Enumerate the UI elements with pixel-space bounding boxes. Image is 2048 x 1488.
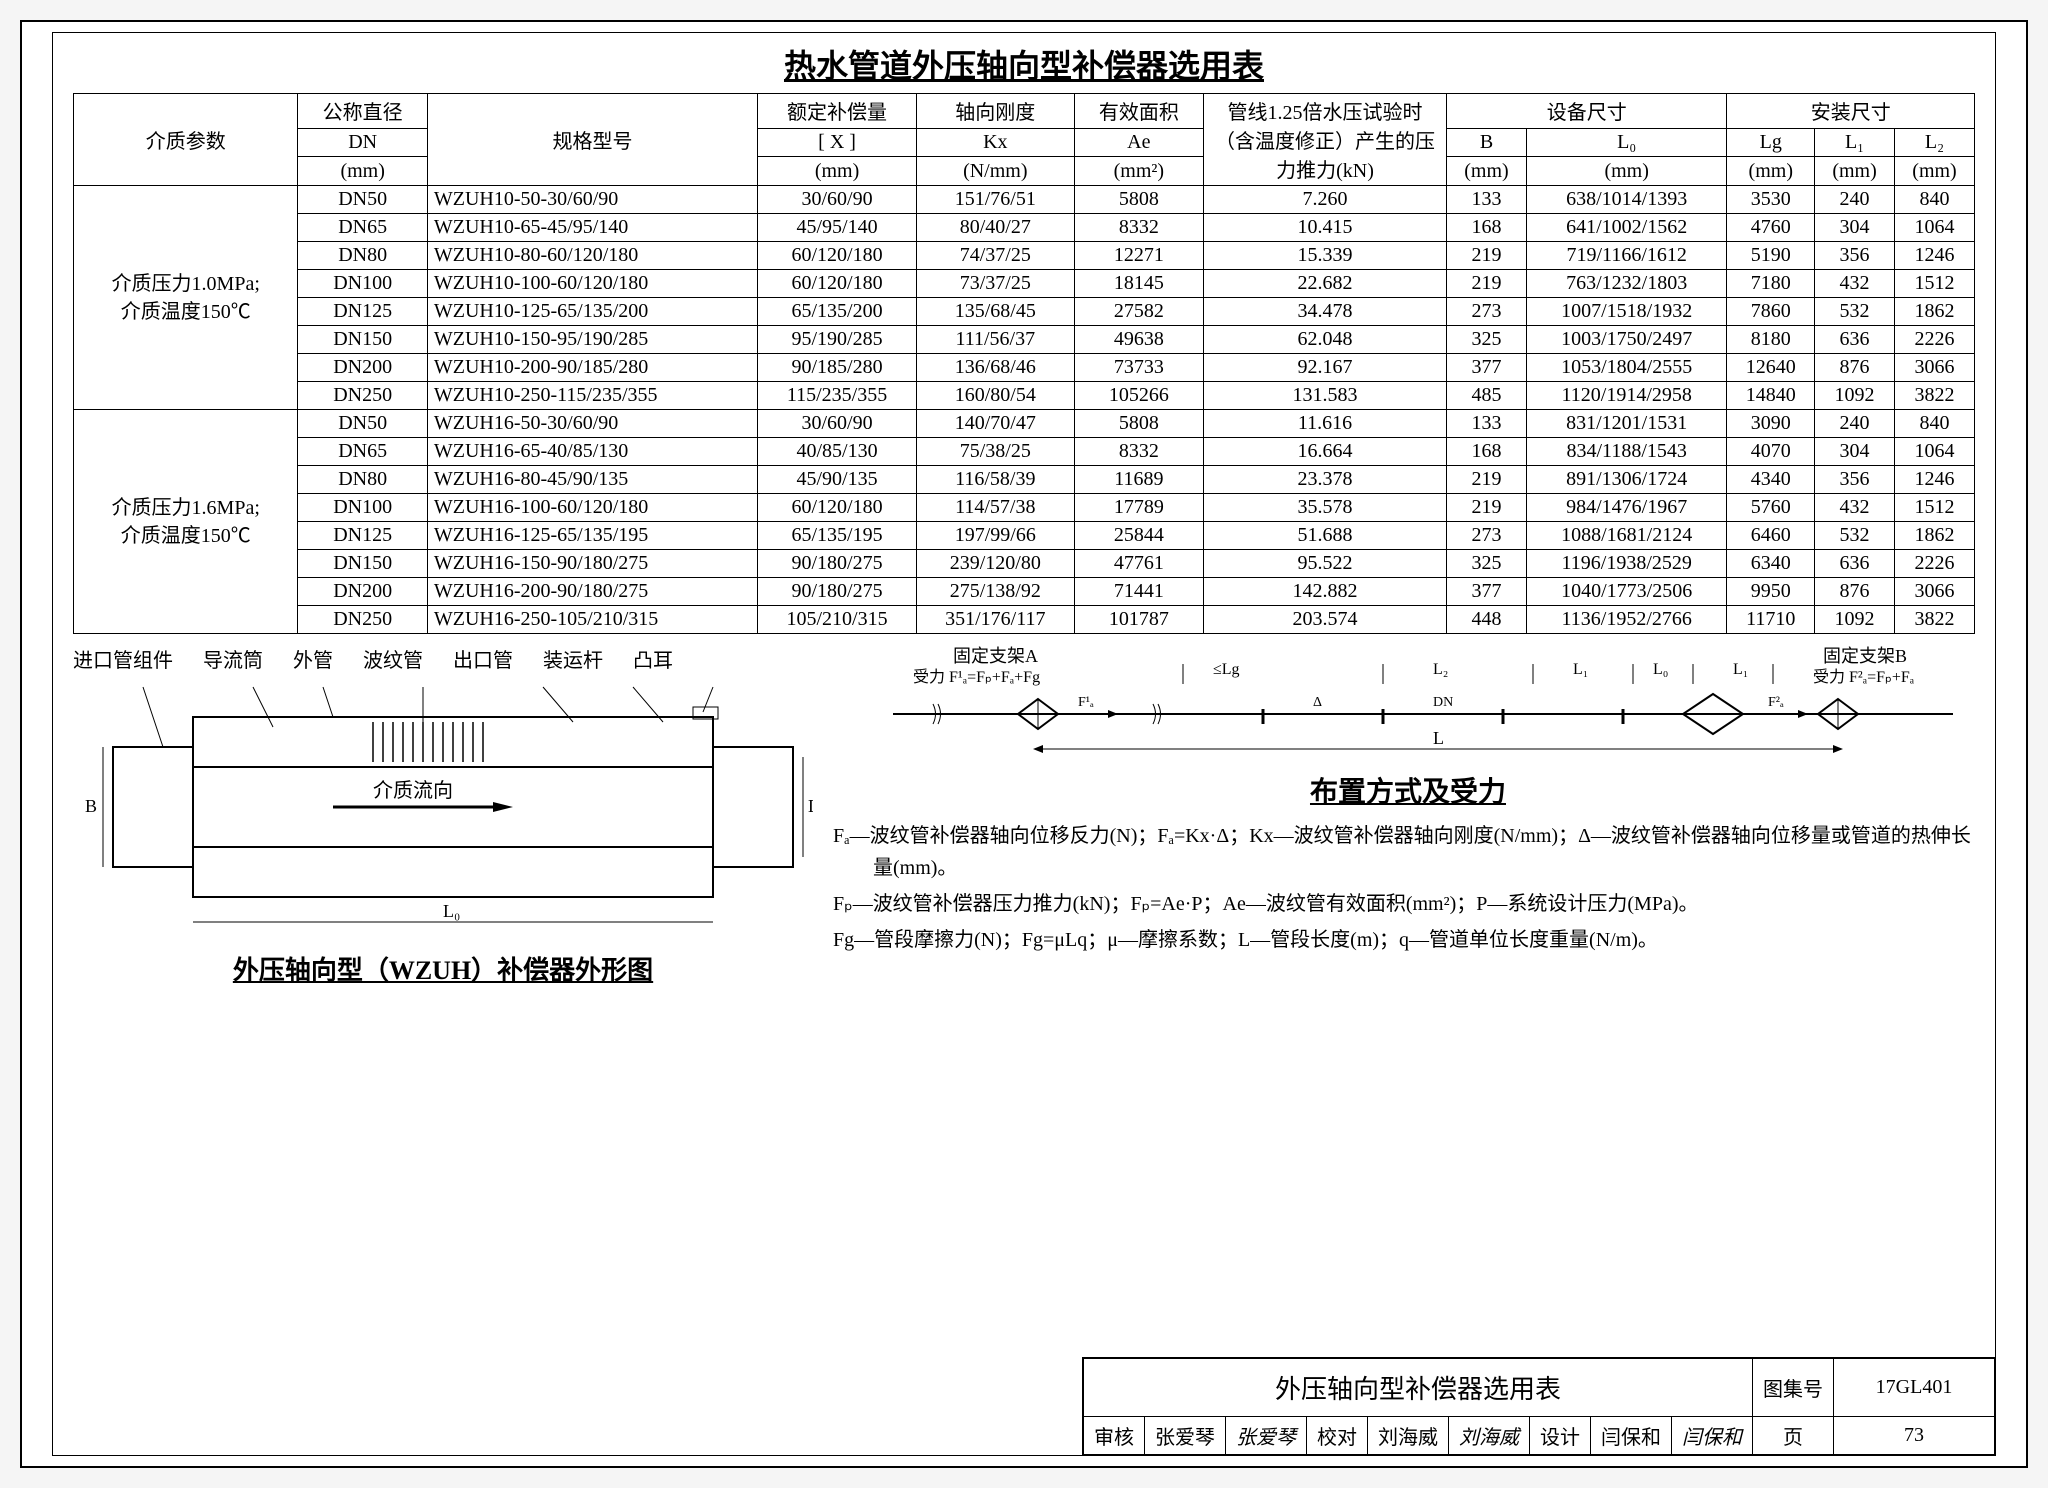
svg-text:F²ₐ: F²ₐ bbox=[1768, 695, 1784, 710]
svg-text:F¹ₐ: F¹ₐ bbox=[1078, 695, 1094, 710]
table-row: DN250WZUH16-250-105/210/315105/210/31535… bbox=[74, 606, 1975, 634]
group-label: 介质压力1.6MPa;介质温度150℃ bbox=[74, 410, 298, 634]
note-2: Fₚ—波纹管补偿器压力推力(kN)；Fₚ=Ae·P；Ae—波纹管有效面积(mm²… bbox=[833, 888, 1983, 920]
svg-text:L₁: L₁ bbox=[1733, 661, 1748, 678]
compensator-svg: 介质流向 B DN L₀ bbox=[73, 677, 813, 937]
table-row: DN80WZUH16-80-45/90/13545/90/135116/58/3… bbox=[74, 466, 1975, 494]
svg-text:DN: DN bbox=[808, 796, 813, 816]
table-row: 介质压力1.6MPa;介质温度150℃DN50WZUH16-50-30/60/9… bbox=[74, 410, 1975, 438]
set-label: 图集号 bbox=[1753, 1359, 1834, 1417]
table-row: DN125WZUH10-125-65/135/20065/135/200135/… bbox=[74, 298, 1975, 326]
svg-text:L₀: L₀ bbox=[443, 901, 460, 921]
table-row: DN100WZUH10-100-60/120/18060/120/18073/3… bbox=[74, 270, 1975, 298]
page-title: 热水管道外压轴向型补偿器选用表 bbox=[53, 41, 1995, 87]
col-install: 安装尺寸 bbox=[1727, 94, 1975, 129]
svg-text:受力 F²ₐ=Fₚ+Fₐ: 受力 F²ₐ=Fₚ+Fₐ bbox=[1813, 668, 1915, 686]
col-dn: 公称直径 bbox=[298, 94, 427, 129]
title-block: 外压轴向型补偿器选用表 图集号 17GL401 审核张爱琴张爱琴校对刘海威刘海威… bbox=[1082, 1357, 1995, 1455]
col-kx: 轴向刚度 bbox=[916, 94, 1074, 129]
set-no: 17GL401 bbox=[1834, 1359, 1995, 1417]
table-row: DN150WZUH10-150-95/190/28595/190/285111/… bbox=[74, 326, 1975, 354]
svg-text:Δ: Δ bbox=[1313, 695, 1322, 710]
svg-text:L₂: L₂ bbox=[1433, 661, 1448, 678]
table-row: DN150WZUH16-150-90/180/27590/180/275239/… bbox=[74, 550, 1975, 578]
svg-text:L: L bbox=[1433, 728, 1444, 748]
col-pressure: 管线1.25倍水压试验时（含温度修正）产生的压力推力(kN) bbox=[1204, 94, 1447, 186]
table-row: DN100WZUH16-100-60/120/18060/120/180114/… bbox=[74, 494, 1975, 522]
table-row: DN65WZUH16-65-40/85/13040/85/13075/38/25… bbox=[74, 438, 1975, 466]
svg-text:B: B bbox=[85, 796, 97, 816]
col-param: 介质参数 bbox=[74, 94, 298, 186]
svg-text:固定支架B: 固定支架B bbox=[1823, 646, 1907, 666]
table-row: DN200WZUH16-200-90/180/27590/180/275275/… bbox=[74, 578, 1975, 606]
table-row: DN65WZUH10-65-45/95/14045/95/14080/40/27… bbox=[74, 214, 1975, 242]
note-3: Fg—管段摩擦力(N)；Fg=μLq；μ—摩擦系数；L—管段长度(m)；q—管道… bbox=[833, 924, 1983, 956]
col-comp: 额定补偿量 bbox=[758, 94, 917, 129]
svg-text:介质流向: 介质流向 bbox=[373, 779, 453, 802]
svg-text:DN: DN bbox=[1433, 695, 1453, 710]
col-equip: 设备尺寸 bbox=[1447, 94, 1727, 129]
schematic-caption: 外压轴向型（WZUH）补偿器外形图 bbox=[73, 950, 813, 987]
group-label: 介质压力1.0MPa;介质温度150℃ bbox=[74, 186, 298, 410]
note-1: Fₐ—波纹管补偿器轴向位移反力(N)；Fₐ=Kx·Δ；Kx—波纹管补偿器轴向刚度… bbox=[833, 820, 1983, 884]
table-row: DN250WZUH10-250-115/235/355115/235/35516… bbox=[74, 382, 1975, 410]
notes: Fₐ—波纹管补偿器轴向位移反力(N)；Fₐ=Kx·Δ；Kx—波纹管补偿器轴向刚度… bbox=[833, 820, 1983, 956]
table-row: DN80WZUH10-80-60/120/18060/120/18074/37/… bbox=[74, 242, 1975, 270]
schematic-diagram: 进口管组件 导流筒 外管 波纹管 出口管 装运杆 凸耳 介质流向 bbox=[73, 644, 813, 987]
layout-diagram: 固定支架A 受力 F¹ₐ=Fₚ+Fₐ+Fg 固定支架B 受力 F²ₐ=Fₚ+Fₐ bbox=[833, 644, 1983, 764]
col-model: 规格型号 bbox=[427, 94, 757, 186]
table-row: DN125WZUH16-125-65/135/19565/135/195197/… bbox=[74, 522, 1975, 550]
svg-text:固定支架A: 固定支架A bbox=[953, 646, 1038, 666]
svg-text:L₀: L₀ bbox=[1653, 661, 1668, 678]
svg-text:L₁: L₁ bbox=[1573, 661, 1588, 678]
doc-title: 外压轴向型补偿器选用表 bbox=[1084, 1359, 1753, 1417]
selection-table: 介质参数 公称直径 规格型号 额定补偿量 轴向刚度 有效面积 管线1.25倍水压… bbox=[73, 93, 1975, 634]
col-ae: 有效面积 bbox=[1074, 94, 1203, 129]
drawing-sheet: 热水管道外压轴向型补偿器选用表 介质参数 公称直径 规格型号 额定补偿量 轴向刚… bbox=[20, 20, 2028, 1468]
svg-text:受力 F¹ₐ=Fₚ+Fₐ+Fg: 受力 F¹ₐ=Fₚ+Fₐ+Fg bbox=[913, 668, 1040, 686]
svg-text:≤Lg: ≤Lg bbox=[1213, 661, 1240, 678]
table-row: DN200WZUH10-200-90/185/28090/185/280136/… bbox=[74, 354, 1975, 382]
table-body: 介质压力1.0MPa;介质温度150℃DN50WZUH10-50-30/60/9… bbox=[74, 186, 1975, 634]
layout-caption: 布置方式及受力 bbox=[833, 770, 1983, 810]
table-row: 介质压力1.0MPa;介质温度150℃DN50WZUH10-50-30/60/9… bbox=[74, 186, 1975, 214]
